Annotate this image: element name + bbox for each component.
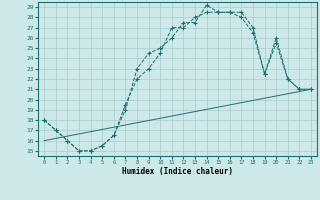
X-axis label: Humidex (Indice chaleur): Humidex (Indice chaleur) — [122, 167, 233, 176]
